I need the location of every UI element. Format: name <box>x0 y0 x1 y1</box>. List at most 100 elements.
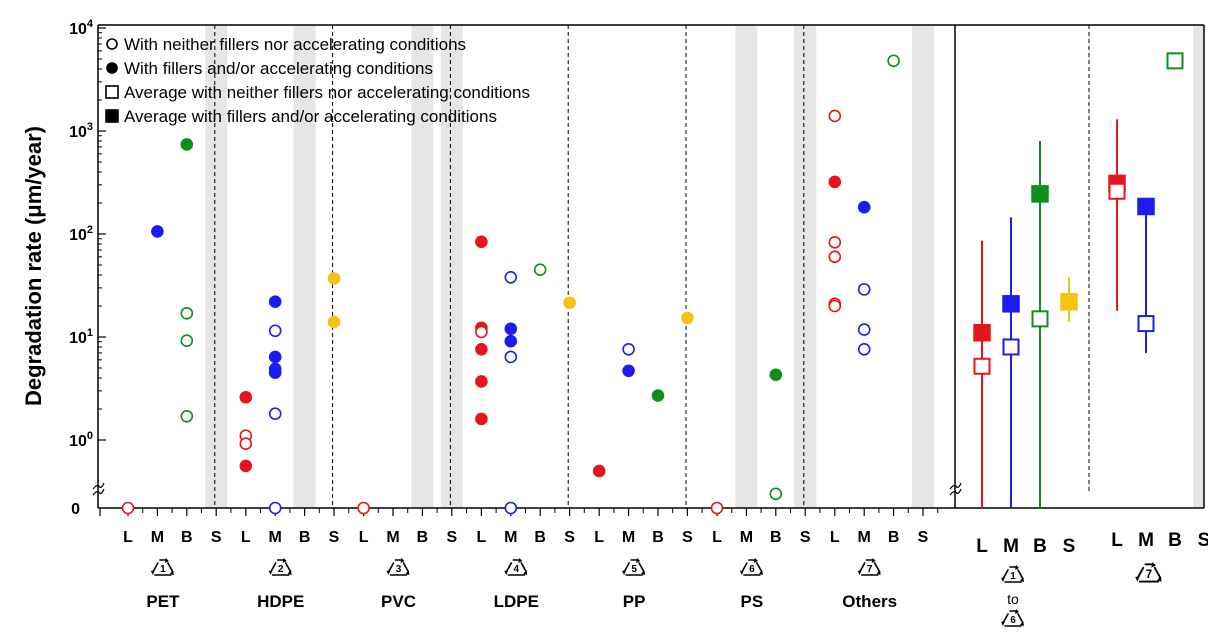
condition-label-S: S <box>329 529 340 546</box>
point-Others-M <box>857 283 871 296</box>
point-LDPE-L <box>475 325 488 339</box>
recycle-arrow-path <box>1002 566 1024 583</box>
condition-label-L: L <box>123 529 133 546</box>
condition-label-M: M <box>504 529 517 546</box>
condition-label-M: M <box>858 529 871 546</box>
point-PS-B <box>769 487 783 501</box>
condition-label-S: S <box>446 529 457 546</box>
recycle-arrowheads <box>504 558 528 575</box>
point-HDPE-M <box>268 501 282 515</box>
point-PET-B <box>180 334 194 348</box>
resin-code: 4 <box>514 564 520 575</box>
avg-open-square-M <box>1137 315 1155 333</box>
point-LDPE-L <box>475 375 488 388</box>
point-PET-M <box>151 225 164 238</box>
recycle-arrowheads <box>150 558 174 575</box>
polymer-name-PP: PP <box>623 592 646 611</box>
y-tick-label: 102 <box>69 224 93 244</box>
summary-condition-label-S: S <box>1198 530 1208 551</box>
recycle-arrow-path <box>387 559 410 576</box>
resin-code: 2 <box>278 564 284 575</box>
point-PP-L <box>592 464 606 478</box>
recycle-arrow-path <box>741 559 763 576</box>
y-tick-label: 101 <box>69 327 93 347</box>
shaded-band-HDPE-B <box>293 25 316 508</box>
point-Others-L <box>828 299 842 313</box>
point-LDPE-M <box>504 270 518 284</box>
recycling-symbol-LDPE: 4 <box>504 558 528 576</box>
recycle-arrowheads <box>1001 565 1024 582</box>
avg-open-square-M <box>1002 338 1020 356</box>
condition-label-S: S <box>211 529 222 546</box>
point-HDPE-S <box>327 315 341 329</box>
point-LDPE-S <box>563 296 576 310</box>
resin-code: 6 <box>749 564 755 575</box>
condition-label-S: S <box>800 529 811 546</box>
legend-label: Average with fillers and/or accelerating… <box>124 107 497 126</box>
recycle-arrowheads <box>857 558 881 575</box>
point-LDPE-B <box>533 263 547 277</box>
legend-label: With neither fillers nor accelerating co… <box>124 35 466 54</box>
point-LDPE-M <box>504 350 518 364</box>
point-Others-L <box>828 109 842 123</box>
resin-code: 1 <box>1010 571 1016 582</box>
condition-label-B: B <box>534 529 546 546</box>
recycling-symbol-Others: 7 <box>857 558 881 576</box>
avg-filled-square-L <box>973 323 991 342</box>
legend-label: With fillers and/or accelerating conditi… <box>124 59 433 78</box>
shaded-band-PVC-B <box>411 25 434 508</box>
recycle-arrowheads <box>739 558 763 575</box>
shaded-band-PET-S <box>205 25 228 508</box>
legend-marker-filled-circle <box>106 62 118 74</box>
point-LDPE-M <box>504 501 518 515</box>
polymer-name-PVC: PVC <box>381 592 416 611</box>
point-Others-L <box>828 175 842 189</box>
polymer-name-PS: PS <box>741 592 764 611</box>
polymer-name-LDPE: LDPE <box>494 592 539 611</box>
recycling-symbol-summary-top: 1 <box>1001 565 1024 583</box>
point-HDPE-M <box>268 366 282 380</box>
summary-condition-label-S: S <box>1063 536 1076 557</box>
point-Others-M <box>857 200 871 214</box>
avg-filled-square-M <box>1137 197 1155 216</box>
recycle-arrow-path <box>623 559 645 576</box>
legend-label: Average with neither fillers nor acceler… <box>124 83 530 102</box>
recycle-arrowheads <box>386 558 410 575</box>
recycle-arrow-path <box>152 559 174 576</box>
shaded-band-summary-S <box>1193 25 1204 508</box>
axis-labels: 0 100 101 102 103 104 Degradation rate (μm/yea… <box>21 18 1208 627</box>
resin-code: 5 <box>631 564 637 575</box>
y-axis-title: Degradation rate (μm/year) <box>21 126 46 406</box>
point-HDPE-L <box>239 437 253 451</box>
resin-code: 7 <box>1146 569 1152 581</box>
condition-label-L: L <box>712 529 722 546</box>
recycle-arrowheads <box>1135 562 1162 582</box>
summary-condition-label-L: L <box>976 536 988 557</box>
point-LDPE-M <box>504 322 518 336</box>
point-PVC-L <box>357 501 370 515</box>
avg-open-square-L <box>973 357 991 375</box>
polymer-name-PET: PET <box>146 592 180 611</box>
recycling-symbol-summary-bottom: 6 <box>1001 609 1024 627</box>
condition-label-B: B <box>181 529 193 546</box>
recycle-arrowheads <box>268 558 292 575</box>
resin-code: 1 <box>160 564 166 575</box>
point-HDPE-L <box>239 459 253 473</box>
recycling-symbol-HDPE: 2 <box>268 558 292 576</box>
summary-condition-label-M: M <box>1138 530 1154 551</box>
point-HDPE-S <box>327 272 341 285</box>
condition-label-L: L <box>594 529 604 546</box>
shaded-band-PS-S <box>794 25 817 508</box>
point-HDPE-M <box>268 350 282 364</box>
resin-code: 3 <box>396 564 402 575</box>
condition-label-B: B <box>652 529 664 546</box>
summary-to-label: to <box>1007 591 1019 607</box>
recycle-arrow-path <box>1136 563 1162 583</box>
point-PS-L <box>710 501 724 515</box>
data-points <box>121 52 1184 515</box>
shaded-band-Others-S <box>912 25 934 508</box>
y-tick-label: 0 <box>71 501 80 518</box>
condition-label-L: L <box>477 529 487 546</box>
condition-label-B: B <box>417 529 429 546</box>
